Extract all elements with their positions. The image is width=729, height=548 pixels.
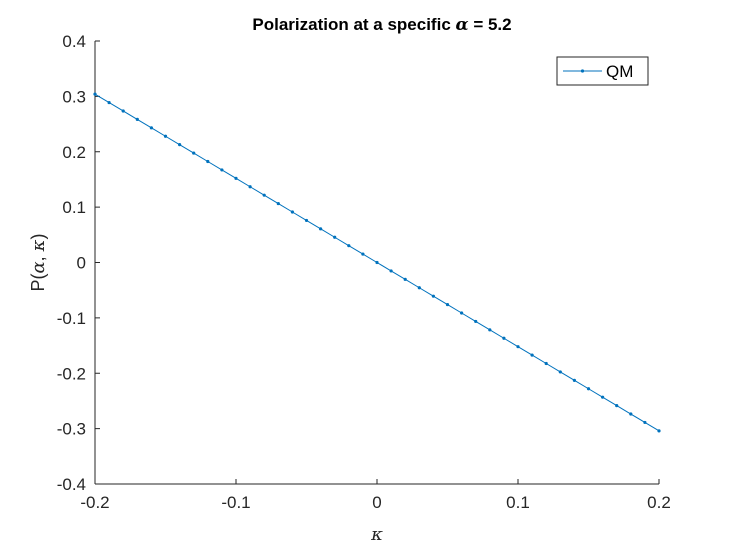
- axes: [94, 40, 660, 485]
- y-tick-labels: 0.4 0.3 0.2 0.1 0 -0.1 -0.2 -0.3 -0.4: [57, 32, 86, 494]
- y-tick-label: -0.3: [57, 420, 86, 439]
- data-point: [445, 302, 450, 307]
- series-group: [93, 92, 661, 433]
- data-point: [615, 403, 619, 408]
- legend: QM: [556, 56, 649, 86]
- data-point: [107, 100, 111, 105]
- y-tick-label: 0: [77, 254, 86, 273]
- title-suffix: = 5.2: [469, 15, 512, 34]
- data-point: [248, 185, 252, 189]
- legend-entry-qm: QM: [606, 62, 633, 81]
- data-point: [601, 395, 605, 399]
- data-point: [220, 168, 224, 172]
- data-point: [290, 210, 294, 214]
- y-axis-label: P(α, κ): [28, 234, 49, 292]
- ylabel-alpha: α: [28, 261, 49, 273]
- data-point: [163, 134, 168, 138]
- data-point: [135, 117, 139, 122]
- y-tick-label: -0.4: [57, 475, 86, 494]
- ylabel-suffix: ): [28, 234, 48, 240]
- data-point: [375, 260, 379, 265]
- data-point: [572, 378, 577, 382]
- x-tick-label: 0.1: [506, 493, 530, 512]
- y-tick-label: 0.1: [62, 198, 86, 217]
- y-tick-label: 0.3: [62, 87, 86, 106]
- chart-title: Polarization at a specific α = 5.2: [252, 15, 511, 35]
- data-point: [149, 126, 153, 130]
- data-point: [460, 311, 464, 315]
- data-point: [530, 353, 534, 357]
- data-point: [178, 143, 182, 147]
- x-tick-labels: -0.2 -0.1 0 0.1 0.2: [80, 493, 670, 512]
- x-tick-label: -0.1: [221, 493, 250, 512]
- data-point: [657, 429, 661, 433]
- data-point: [417, 286, 421, 290]
- data-point: [643, 420, 647, 425]
- x-tick-label: -0.2: [80, 493, 109, 512]
- data-point: [488, 328, 492, 332]
- data-point: [234, 176, 238, 180]
- ylabel-kappa: κ: [28, 239, 49, 252]
- data-point: [192, 151, 196, 155]
- data-point: [544, 361, 548, 366]
- data-point: [586, 387, 591, 391]
- data-point: [93, 92, 97, 96]
- legend-marker: [580, 69, 585, 73]
- title-prefix: Polarization at a specific: [252, 15, 455, 34]
- x-tick-label: 0.2: [647, 493, 671, 512]
- data-point: [319, 227, 323, 231]
- y-tick-label: 0.2: [62, 143, 86, 162]
- x-tick-label: 0: [372, 493, 381, 512]
- title-alpha-symbol: α: [456, 15, 469, 35]
- data-point: [431, 294, 435, 298]
- data-point: [474, 319, 478, 324]
- data-point: [389, 269, 393, 273]
- data-point: [121, 109, 125, 113]
- data-point: [502, 336, 506, 340]
- y-tick-label: -0.1: [57, 309, 86, 328]
- data-point: [403, 277, 407, 281]
- data-point: [276, 201, 280, 206]
- data-point: [347, 244, 351, 248]
- data-point: [333, 235, 337, 239]
- y-tick-label: -0.2: [57, 364, 86, 383]
- data-point: [558, 370, 562, 374]
- data-point: [304, 218, 309, 223]
- x-axis-label: κ: [370, 524, 383, 545]
- y-tick-label: 0.4: [62, 32, 86, 51]
- data-point: [361, 252, 365, 256]
- data-point: [262, 193, 266, 197]
- data-point: [516, 345, 520, 349]
- data-point: [629, 412, 633, 416]
- ylabel-sep: ,: [28, 251, 48, 261]
- data-point: [206, 159, 210, 164]
- ylabel-prefix: P(: [28, 273, 48, 291]
